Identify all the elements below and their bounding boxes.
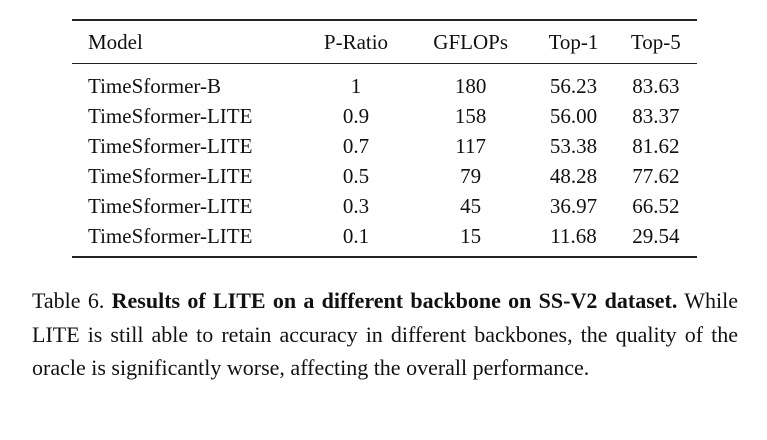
table-body: TimeSformer-B 1 180 56.23 83.63 TimeSformer-L… <box>72 64 697 257</box>
table-cell: 66.52 <box>632 194 680 218</box>
header-cell: P-Ratio <box>323 29 389 54</box>
table-cell: 79 <box>460 164 482 188</box>
caption-bold: Results of LITE on a different backbone … <box>111 288 678 313</box>
table-cell: 15 <box>460 224 482 248</box>
table-row: TimeSformer-B 1 180 56.23 83.63 <box>72 64 697 102</box>
table-cell: TimeSformer-LITE <box>88 224 253 248</box>
table-cell: 36.97 <box>549 194 598 218</box>
table-cell: 29.54 <box>632 224 680 248</box>
table-cell: 158 <box>454 104 487 128</box>
table-row: TimeSformer-LITE 0.3 45 36.97 66.52 <box>72 191 697 221</box>
table-cell: 11.68 <box>550 224 597 248</box>
table-row: TimeSformer-LITE 0.7 117 53.38 81.62 <box>72 131 697 161</box>
table-cell: TimeSformer-LITE <box>88 194 253 218</box>
table-cell: 180 <box>454 74 487 98</box>
table-cell: 0.3 <box>342 194 370 218</box>
table-cell: 77.62 <box>632 164 680 188</box>
header-row: Model P-Ratio GFLOPs Top-1 Top-5 <box>72 20 697 64</box>
table-cell: 81.62 <box>632 134 680 158</box>
header-cell: Model <box>88 29 143 54</box>
table-cell: 83.37 <box>632 104 680 128</box>
results-table: Model P-Ratio GFLOPs Top-1 Top-5 TimeSformer… <box>72 19 697 258</box>
table-cell: 117 <box>455 134 487 158</box>
table-cell: TimeSformer-LITE <box>88 104 253 128</box>
table-cell: 0.7 <box>342 134 370 158</box>
table-cell: 83.63 <box>632 74 680 98</box>
table-row: TimeSformer-LITE 0.9 158 56.00 83.37 <box>72 101 697 131</box>
header-cell: GFLOPs <box>433 29 508 54</box>
caption-text: While LITE is still able to retain accur… <box>32 288 739 380</box>
table-cell: 53.38 <box>549 134 598 158</box>
table-cell: 56.23 <box>549 74 598 98</box>
header-cell: Top-1 <box>548 29 599 54</box>
table-header: Model P-Ratio GFLOPs Top-1 Top-5 <box>72 20 697 64</box>
table-cell: 0.5 <box>342 164 370 188</box>
table-cell: 48.28 <box>549 164 598 188</box>
table-cell: 0.9 <box>342 104 370 128</box>
table-cell: 45 <box>460 194 482 218</box>
header-cell: Top-5 <box>630 29 681 54</box>
table-cell: 0.1 <box>342 224 370 248</box>
caption-label: Table 6. <box>32 288 105 313</box>
table-row: TimeSformer-LITE 0.5 79 48.28 77.62 <box>72 161 697 191</box>
table-cell: TimeSformer-LITE <box>88 164 253 188</box>
table-row: TimeSformer-LITE 0.1 15 11.68 29.54 <box>72 221 697 257</box>
table-cell: TimeSformer-LITE <box>88 134 253 158</box>
table-cell: 1 <box>350 74 362 98</box>
table-cell: 56.00 <box>549 104 598 128</box>
table-cell: TimeSformer-B <box>88 74 221 98</box>
caption: Table 6. Results of LITE on a different … <box>32 284 738 385</box>
